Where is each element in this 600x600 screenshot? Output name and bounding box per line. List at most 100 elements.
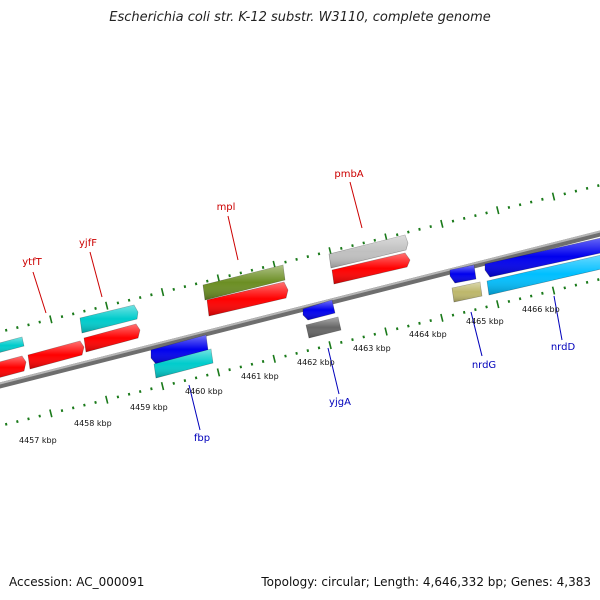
kbp-label: 4458 kbp [74,419,112,428]
scale-tick-minor [60,409,64,413]
scale-tick-minor [373,332,377,336]
kbp-label: 4466 kbp [522,305,560,314]
scale-tick-minor [451,313,455,317]
scale-tick-minor [351,338,354,342]
leader-line [227,215,239,261]
scale-tick-minor [138,390,142,394]
gene-label-yjgA[interactable]: yjgA [329,397,351,408]
scale-tick-minor [474,308,477,312]
gene-feature-gloss [207,282,288,316]
scale-tick-major [160,288,165,297]
scale-tick-minor [38,414,41,418]
leader-line [188,384,201,431]
scale-tick-major [49,315,53,324]
scale-tick-major [105,301,109,310]
scale-tick-minor [306,255,310,259]
gene-feature-gloss [203,265,285,300]
scale-tick-minor [138,296,142,300]
genome-backbone-highlight [0,230,600,385]
scale-tick-minor [127,392,131,396]
scale-tick-major [551,192,556,201]
gene-label-nrdG[interactable]: nrdG [472,360,496,371]
scale-tick-minor [261,265,265,270]
scale-tick-minor [418,321,421,325]
scale-tick-minor [563,286,567,290]
scale-tick-minor [116,395,120,399]
gene-label-pmbA[interactable]: pmbA [334,169,363,180]
scale-tick-major [49,409,53,418]
leader-line [349,181,363,229]
scale-tick-minor [351,244,354,248]
scale-tick-minor [585,280,589,284]
kbp-label: 4465 kbp [466,317,504,326]
scale-tick-minor [317,252,321,256]
scale-tick-minor [362,335,365,339]
genome-backbone [0,230,600,389]
scale-tick-minor [295,257,298,261]
scale-tick-minor [541,291,544,295]
gene-label-mpl[interactable]: mpl [217,202,236,213]
scale-tick-minor [38,320,41,324]
gene-feature-gloss [154,349,213,378]
scale-tick-minor [407,324,410,328]
scale-tick-minor [284,354,287,358]
kbp-label: 4464 kbp [409,330,447,339]
scale-tick-minor [395,233,399,237]
genome-summary-text: Topology: circular; Length: 4,646,332 bp… [261,575,591,589]
scale-tick-minor [71,406,75,410]
gene-label-nrdD[interactable]: nrdD [551,342,576,353]
scale-tick-minor [407,230,410,234]
scale-tick-minor [183,285,187,289]
gene-features [0,234,600,379]
scale-tick-minor [574,283,578,287]
accession-text: Accession: AC_000091 [9,575,145,589]
scale-tick-minor [507,299,511,303]
scale-tick-minor [340,246,343,250]
scale-tick-minor [228,368,231,372]
scale-tick-minor [83,403,86,407]
gene-feature-gloss [28,341,84,369]
scale-tick-major [216,368,221,377]
scale-tick-minor [541,197,544,201]
kbp-label: 4461 kbp [241,372,279,381]
scale-tick-minor [429,225,432,229]
scale-tick-major [272,354,276,363]
scale-tick-major [440,313,444,322]
gene-label-ytfT[interactable]: ytfT [22,257,42,268]
gene-label-yjfF[interactable]: yjfF [79,238,97,249]
kbp-label: 4462 kbp [297,358,335,367]
scale-tick-minor [94,400,97,404]
gene-feature-gloss [0,337,24,353]
scale-tick-minor [597,278,600,282]
leader-line [89,251,103,298]
kbp-label: 4463 kbp [353,344,391,353]
scale-tick-minor [284,260,287,264]
scale-tick-minor [94,306,97,310]
gene-feature-gloss [450,265,476,283]
scale-tick-minor [127,298,131,302]
gene-feature-gloss [452,282,482,302]
scale-tick-minor [4,422,8,426]
scale-tick-minor [194,376,198,380]
scale-tick-major [328,341,332,350]
gene-labels: ytfT yjfF mpl pmbA fbp yjgA nrdG nrdD [22,169,575,444]
scale-tick-minor [183,379,187,383]
scale-tick-minor [317,346,321,350]
scale-tick-minor [518,297,522,301]
gene-feature-gloss [84,324,140,352]
scale-tick-minor [206,373,209,377]
scale-tick-minor [16,326,19,330]
scale-tick-major [551,286,556,295]
scale-tick-minor [116,301,120,305]
scale-tick-minor [462,216,466,220]
gene-label-fbp[interactable]: fbp [194,433,210,444]
scale-tick-minor [239,271,243,275]
gene-feature-gloss [151,335,208,364]
scale-tick-major [496,206,500,215]
scale-tick-minor [206,279,209,283]
scale-tick-minor [462,310,466,314]
gene-feature-gloss [303,300,335,320]
gene-feature-gloss [80,305,138,333]
scale-tick-minor [373,238,377,242]
